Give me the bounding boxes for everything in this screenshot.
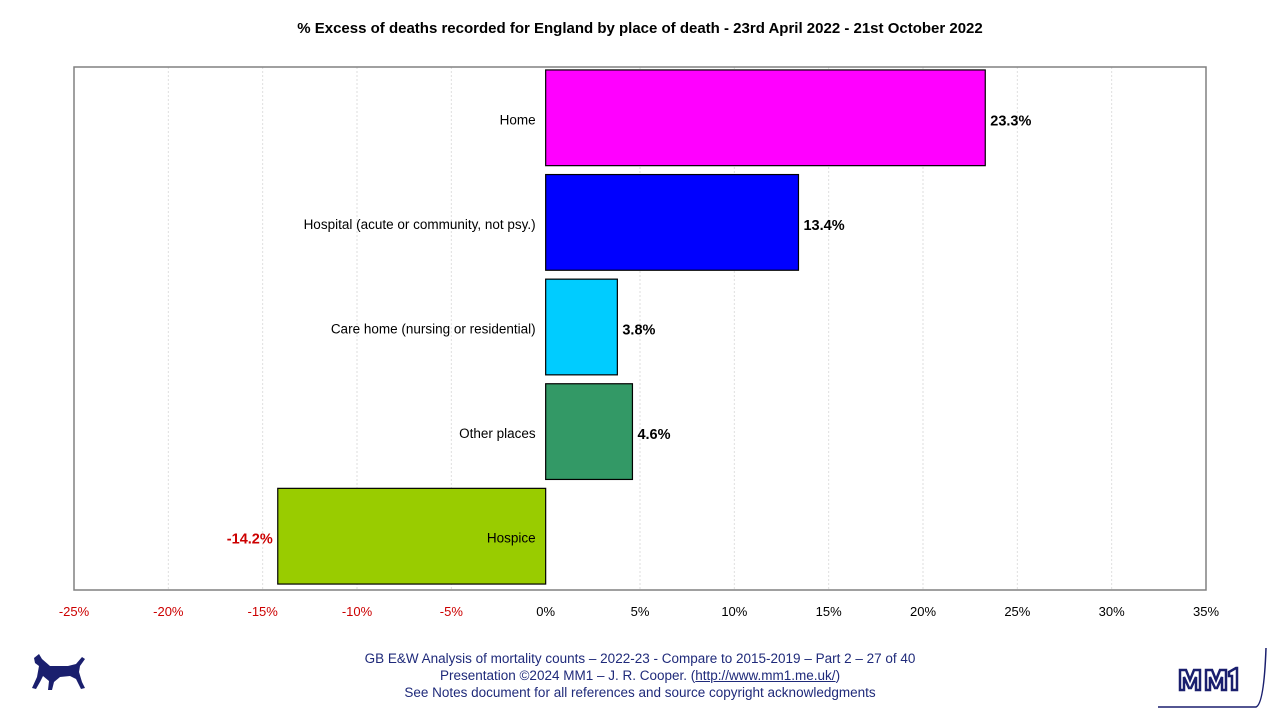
bar	[545, 69, 986, 167]
category-label: Hospice	[487, 531, 536, 546]
footer-line-2-suffix: )	[835, 668, 841, 683]
footer-line-2-prefix: Presentation ©2024 MM1 – J. R. Cooper. (	[439, 668, 696, 683]
footer-line-2: Presentation ©2024 MM1 – J. R. Cooper. (…	[200, 667, 1080, 684]
category-label: Care home (nursing or residential)	[331, 322, 536, 337]
chart-title: % Excess of deaths recorded for England …	[297, 20, 983, 37]
bars	[277, 69, 986, 585]
mm1-logo	[1158, 647, 1267, 708]
category-label: Other places	[459, 426, 536, 441]
x-tick-label: 15%	[816, 604, 842, 619]
x-tick-label: 10%	[721, 604, 747, 619]
data-label: 3.8%	[622, 323, 655, 339]
x-tick-label: 35%	[1193, 604, 1219, 619]
footer-line-3: See Notes document for all references an…	[404, 685, 876, 700]
plot-area-border	[73, 66, 1207, 591]
dog-silhouette-icon	[32, 654, 85, 690]
x-tick-label: -25%	[59, 604, 90, 619]
x-tick-label: -10%	[342, 604, 373, 619]
bar	[277, 487, 547, 585]
x-tick-label: 25%	[1004, 604, 1030, 619]
category-label: Hospital (acute or community, not psy.)	[304, 217, 536, 232]
data-label: 13.4%	[803, 218, 844, 234]
x-tick-label: -20%	[153, 604, 184, 619]
x-axis-ticks: -25% -20% -15% -10% -5% 0% 5% 10% 15% 20% 25% 30% 35…	[59, 604, 1220, 619]
footer-line-1: GB E&W Analysis of mortality counts – 20…	[364, 651, 916, 666]
x-tick-label: 5%	[631, 604, 650, 619]
data-label: -14.2%	[227, 532, 273, 548]
x-tick-label: -15%	[247, 604, 278, 619]
gridlines	[167, 67, 1113, 590]
x-tick-label: 20%	[910, 604, 936, 619]
data-label: 4.6%	[637, 427, 670, 443]
bar	[545, 383, 634, 481]
bar	[545, 173, 800, 271]
category-label: Home	[500, 112, 536, 127]
chart-plot: Home 23.3% Hospital (acute or community, n…	[59, 66, 1220, 619]
data-label: 23.3%	[990, 113, 1031, 129]
footer: GB E&W Analysis of mortality counts – 20…	[200, 650, 1080, 701]
footer-url-link[interactable]: http://www.mm1.me.uk/	[695, 668, 836, 683]
labels: Home 23.3% Hospital (acute or community, n…	[227, 112, 1032, 547]
x-tick-label: -5%	[440, 604, 464, 619]
x-tick-label: 0%	[536, 604, 555, 619]
bar	[545, 278, 618, 376]
x-tick-label: 30%	[1099, 604, 1125, 619]
